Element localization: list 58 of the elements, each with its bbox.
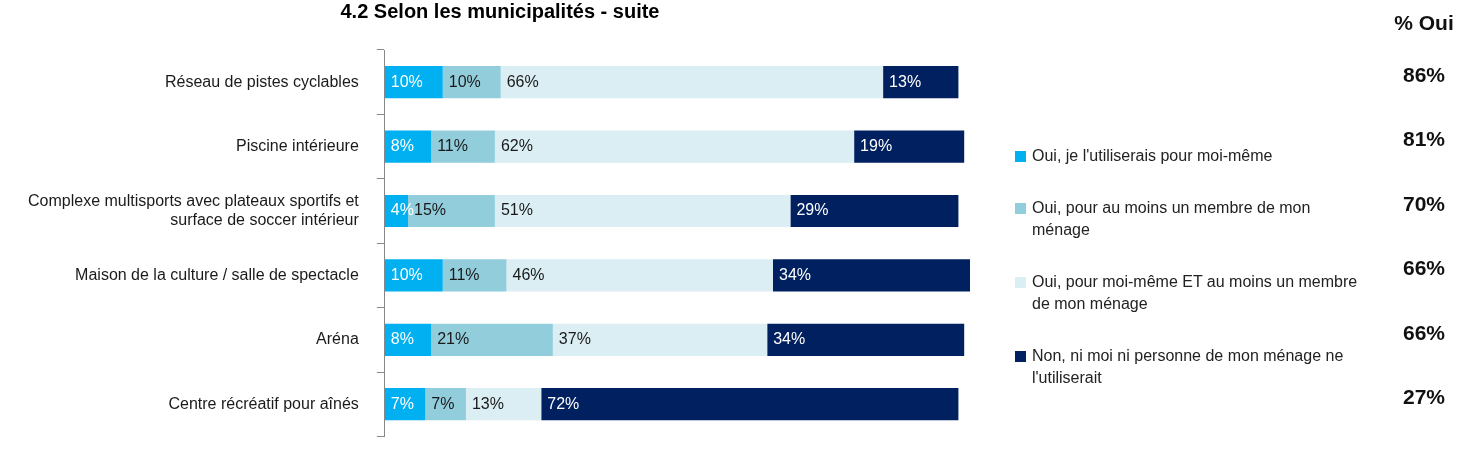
- bar: [883, 66, 959, 99]
- data-label: 8%: [390, 330, 414, 348]
- data-label: 10%: [390, 265, 423, 283]
- bar: [506, 259, 774, 292]
- bar: [494, 130, 855, 163]
- data-label: 11%: [448, 265, 480, 283]
- bar: [500, 66, 884, 99]
- data-label: 72%: [547, 394, 580, 412]
- y-tick-label: Réseau de pistes cyclables: [164, 72, 359, 90]
- data-label: 10%: [448, 72, 481, 90]
- bar: [773, 259, 970, 292]
- data-label: 29%: [796, 201, 829, 219]
- bar: [442, 259, 507, 292]
- y-tick-label: Aréna: [316, 330, 359, 348]
- data-label: 19%: [860, 137, 893, 155]
- bar: [431, 130, 495, 163]
- chart-title: 4.2 Selon les municipalités - suite: [339, 0, 661, 23]
- data-label: 62%: [500, 137, 533, 155]
- y-tick-label: Complexe multisports avec plateaux sportifs et surface de soccer intérieur: [28, 191, 360, 229]
- bar: [384, 259, 443, 292]
- text: 27%: [1402, 385, 1446, 408]
- bar: [425, 388, 466, 421]
- y-tick-label: Maison de la culture / salle de spectacle: [75, 265, 359, 283]
- data-label: 21%: [437, 330, 470, 348]
- text: 66%: [1402, 256, 1446, 280]
- bar: [431, 323, 553, 356]
- data-label: 13%: [889, 72, 922, 90]
- bar: [790, 194, 959, 228]
- bar: [494, 194, 791, 228]
- data-label: 7%: [431, 394, 455, 412]
- text: 81%: [1402, 127, 1446, 151]
- text: 70%: [1402, 191, 1446, 215]
- data-label: 34%: [773, 330, 806, 348]
- data-label: 15%: [413, 201, 447, 219]
- legend-label: Oui, je l'utiliserais pour moi-même: [1032, 146, 1273, 166]
- legend-label: Non, ni moi ni personne de mon ménage ne l'utiliserait: [1032, 346, 1345, 388]
- data-label: 34%: [779, 265, 812, 283]
- text: 86%: [1402, 63, 1446, 86]
- bar: [854, 130, 965, 163]
- data-label: 46%: [512, 265, 545, 283]
- data-label: 66%: [506, 72, 539, 90]
- y-tick-label: Centre récréatif pour aînés: [168, 394, 359, 412]
- y-tick-label: Piscine intérieure: [236, 137, 359, 155]
- bar: [552, 323, 768, 356]
- text: % Oui: [1394, 10, 1454, 34]
- data-label: 11%: [437, 137, 469, 155]
- data-label: 7%: [390, 394, 414, 412]
- data-label: 10%: [390, 72, 423, 90]
- legend-label: Oui, pour moi-même ET au moins un membre de mon ménage: [1032, 272, 1359, 314]
- data-label: 37%: [558, 330, 591, 348]
- bar: [541, 388, 959, 421]
- text: 66%: [1402, 320, 1446, 344]
- data-label: 51%: [500, 201, 533, 219]
- data-label: 13%: [471, 394, 504, 412]
- data-label: 8%: [390, 137, 414, 155]
- legend-label: Oui, pour au moins un membre de mon ménage: [1032, 198, 1312, 240]
- bar: [767, 323, 965, 356]
- bar: [465, 388, 542, 421]
